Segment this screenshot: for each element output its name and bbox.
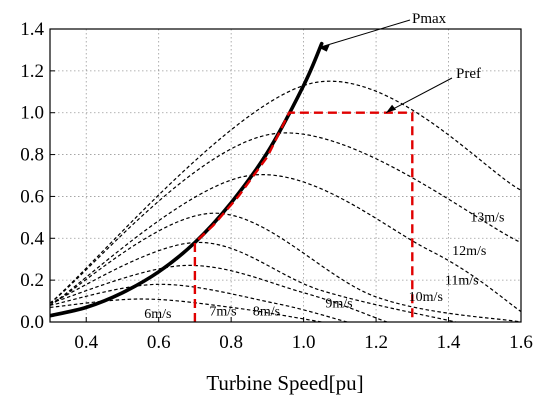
x-tick-label: 1.6 (509, 332, 533, 353)
series-13m-s-line (50, 80, 521, 304)
x-tick-label: 1.0 (292, 332, 316, 353)
wind-speed-label: 11m/s (445, 273, 479, 288)
series-8m-s-line (50, 264, 388, 322)
y-tick-label: 1.2 (20, 61, 44, 82)
series-pref-line (193, 111, 414, 322)
y-tick-label: 0.6 (20, 186, 44, 207)
series-12m-s-line (50, 132, 521, 304)
annotation-pref-leader (385, 77, 453, 114)
y-tick-label: 1.4 (20, 19, 44, 40)
annotation-pmax: Pmax (412, 11, 447, 27)
wind-speed-label: 12m/s (452, 244, 486, 259)
series-7m-s-line (50, 283, 348, 322)
annotation-pref: Pref (456, 66, 481, 82)
series-10m-s-line (50, 212, 521, 322)
series-6m-s-line (50, 298, 322, 322)
x-tick-label: 1.4 (437, 332, 461, 353)
curves (50, 41, 521, 322)
y-tick-label: 0.2 (20, 270, 44, 291)
y-tick-label: 0.4 (20, 228, 44, 249)
x-axis-label: Turbine Speed[pu] (206, 371, 363, 395)
wind-speed-label: 8m/s (253, 305, 280, 320)
x-tick-label: 0.4 (74, 332, 98, 353)
x-tick-label: 0.8 (219, 332, 243, 353)
plot-frame (49, 28, 522, 323)
wind-speed-label: 9m/s (325, 296, 352, 311)
wind-speed-label: 6m/s (144, 307, 171, 322)
annotation-pmax-leader (318, 19, 411, 49)
annotation-pref-arrowhead (386, 104, 397, 113)
series-pmax-line (50, 41, 324, 318)
annotation-pmax-arrowhead (318, 44, 330, 52)
x-tick-label: 0.6 (147, 332, 171, 353)
y-tick-label: 0.0 (20, 312, 44, 333)
wind-speed-label: 13m/s (470, 211, 504, 226)
series-11m-s-line (50, 173, 521, 312)
wind-speed-label: 10m/s (409, 290, 443, 305)
x-tick-label: 1.2 (364, 332, 388, 353)
y-tick-label: 0.8 (20, 145, 44, 166)
y-tick-label: 1.0 (20, 103, 44, 124)
ticks: 0.4 0.6 0.8 1.0 1.2 1.4 1.6 0.0 0.2 0.4 0.6 0.8 1.0 1… (20, 19, 533, 353)
wind-speed-label: 7m/s (209, 305, 236, 320)
series-9m-s-line (50, 241, 456, 322)
